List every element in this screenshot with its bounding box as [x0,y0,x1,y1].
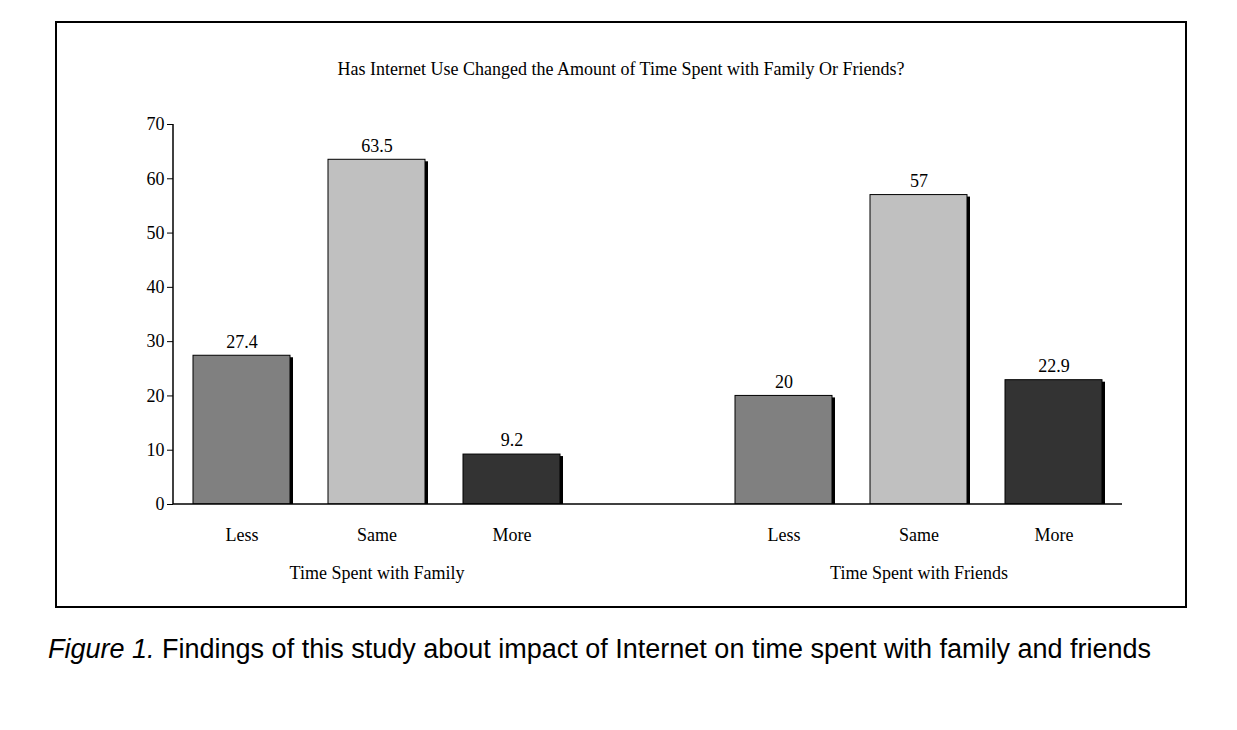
svg-text:40: 40 [147,277,165,297]
svg-text:More: More [493,525,532,545]
svg-text:Time Spent with Friends: Time Spent with Friends [830,563,1008,583]
html-text:Figure 1. Findings of this stu: Figure 1. Findings of this study about i… [48,634,1152,664]
svg-text:22.9: 22.9 [1038,356,1070,376]
html-text:Has Internet Use Changed the A: Has Internet Use Changed the Amount of T… [337,59,905,79]
svg-text:50: 50 [147,223,165,243]
svg-text:63.5: 63.5 [361,136,393,156]
svg-text:57: 57 [910,171,928,191]
svg-text:60: 60 [147,169,165,189]
svg-text:30: 30 [147,331,165,351]
svg-text:20: 20 [147,386,165,406]
svg-text:20: 20 [775,372,793,392]
svg-text:9.2: 9.2 [501,430,524,450]
svg-text:70: 70 [147,114,165,134]
svg-text:27.4: 27.4 [226,332,258,352]
svg-text:More: More [1035,525,1074,545]
svg-text:0: 0 [156,494,165,514]
svg-text:Less: Less [768,525,801,545]
svg-text:Time Spent with Family: Time Spent with Family [290,563,465,583]
svg-text:Less: Less [226,525,259,545]
svg-text:Same: Same [899,525,939,545]
svg-text:10: 10 [147,440,165,460]
svg-text:Same: Same [357,525,397,545]
